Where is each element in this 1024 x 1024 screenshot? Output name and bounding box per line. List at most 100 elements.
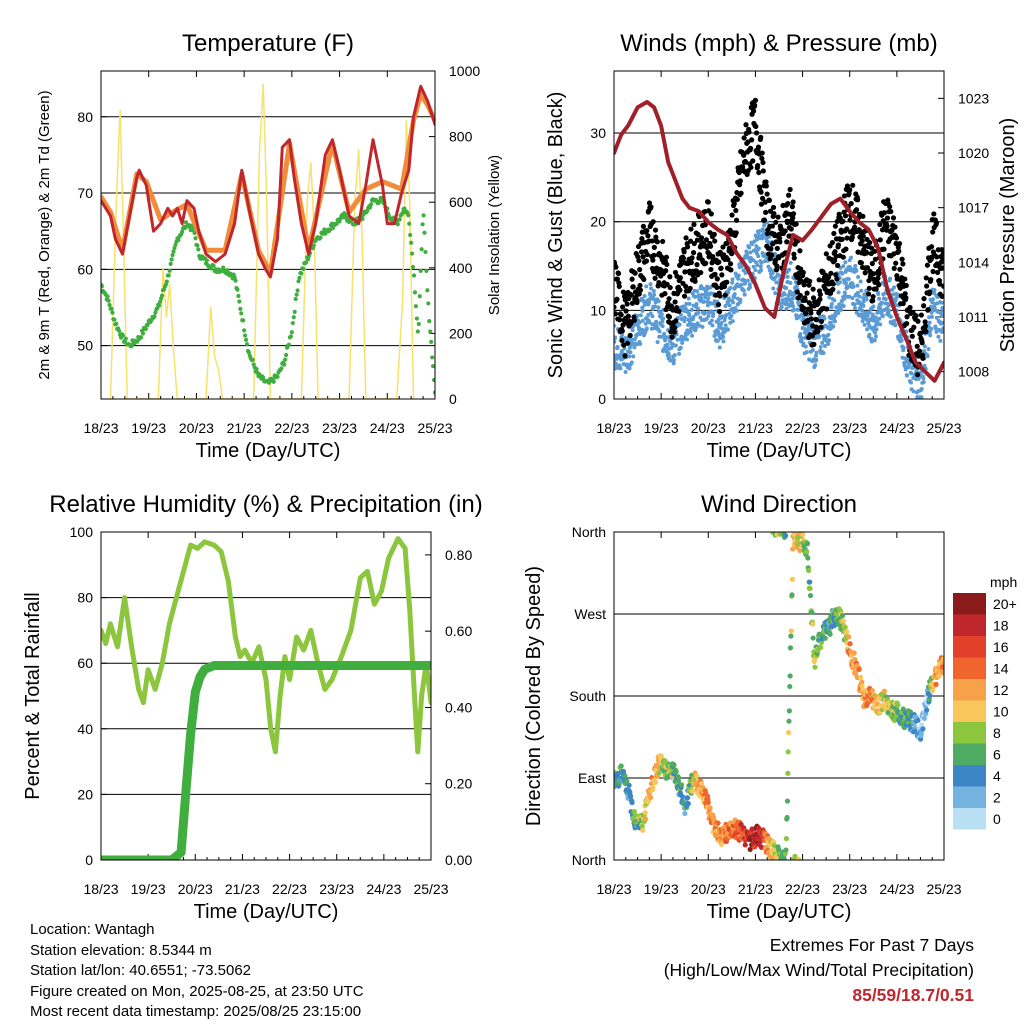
gust-point bbox=[896, 248, 902, 254]
direction-point bbox=[900, 706, 906, 712]
gust-point bbox=[698, 269, 704, 276]
direction-point bbox=[792, 853, 798, 859]
wind-point bbox=[739, 282, 744, 287]
gust-point bbox=[620, 304, 626, 310]
gust-point bbox=[813, 316, 820, 323]
direction-point bbox=[753, 836, 759, 842]
extremes-panel: Extremes For Past 7 Days (High/Low/Max W… bbox=[664, 933, 974, 1008]
wind-point bbox=[739, 264, 744, 269]
wind-point bbox=[876, 292, 881, 297]
dewpoint-point bbox=[107, 302, 112, 308]
gust-point bbox=[858, 260, 865, 266]
wind-point bbox=[829, 305, 834, 310]
direction-xtick-label: 25/23 bbox=[926, 881, 961, 897]
dewpoint-point bbox=[288, 334, 294, 339]
direction-point bbox=[847, 641, 853, 647]
gust-point bbox=[769, 252, 775, 258]
wind-point bbox=[847, 294, 852, 299]
wind-point bbox=[755, 263, 760, 268]
wind-point bbox=[801, 341, 806, 346]
gust-point bbox=[717, 308, 723, 315]
gust-point bbox=[939, 247, 944, 253]
gust-point bbox=[915, 372, 921, 378]
direction-ytick-label: South bbox=[569, 688, 606, 704]
wind-point bbox=[911, 389, 916, 394]
gust-point bbox=[690, 249, 697, 256]
wind-point bbox=[640, 305, 645, 310]
gust-point bbox=[759, 150, 765, 156]
wind-point bbox=[831, 324, 836, 329]
wind-point bbox=[730, 319, 735, 324]
wind-point bbox=[863, 310, 868, 315]
gust-point bbox=[703, 237, 710, 243]
gust-point bbox=[691, 221, 697, 228]
gust-point bbox=[711, 231, 717, 237]
gust-point bbox=[801, 305, 807, 311]
wind-point bbox=[654, 319, 659, 324]
gust-point bbox=[628, 320, 634, 327]
gust-point bbox=[816, 277, 822, 283]
gust-point bbox=[782, 228, 788, 234]
gust-point bbox=[794, 289, 800, 295]
gust-point bbox=[892, 224, 898, 230]
gust-point bbox=[884, 223, 890, 229]
direction-point bbox=[786, 708, 792, 714]
dewpoint-point bbox=[311, 243, 316, 248]
gust-point bbox=[770, 204, 777, 211]
gust-point bbox=[692, 278, 698, 284]
direction-point bbox=[671, 762, 677, 768]
wind-point bbox=[618, 366, 623, 371]
wind-point bbox=[878, 322, 883, 327]
humidity-y2tick-label: 0.40 bbox=[445, 699, 472, 715]
gust-point bbox=[784, 239, 790, 245]
dewpoint-point bbox=[153, 310, 158, 315]
dewpoint-point bbox=[408, 232, 413, 238]
gust-point bbox=[750, 158, 756, 164]
direction-point bbox=[840, 618, 846, 624]
wind-point bbox=[792, 307, 797, 312]
gust-point bbox=[911, 324, 917, 330]
dewpoint-point bbox=[424, 268, 429, 273]
wind-point bbox=[921, 380, 926, 385]
dewpoint-point bbox=[409, 240, 414, 245]
winds-xlabel: Time (Day/UTC) bbox=[707, 440, 852, 462]
temperature-xtick-label: 18/23 bbox=[83, 420, 118, 436]
wind-point bbox=[858, 279, 863, 284]
gust-point bbox=[870, 293, 876, 300]
gust-point bbox=[876, 282, 882, 288]
wind-point bbox=[655, 340, 660, 345]
direction-point bbox=[789, 576, 795, 582]
gust-point bbox=[860, 213, 866, 219]
wind-point bbox=[694, 301, 699, 306]
wind-point bbox=[642, 293, 647, 298]
gust-point bbox=[828, 270, 834, 276]
gust-point bbox=[663, 268, 669, 274]
direction-ytick-label: North bbox=[572, 852, 606, 868]
wind-point bbox=[744, 250, 749, 255]
direction-point bbox=[853, 669, 859, 675]
wind-point bbox=[615, 345, 620, 350]
extremes-title: Extremes For Past 7 Days bbox=[769, 935, 974, 955]
wind-point bbox=[691, 315, 696, 320]
direction-point bbox=[882, 705, 889, 711]
direction-point bbox=[845, 634, 852, 640]
wind-point bbox=[723, 303, 728, 308]
gust-point bbox=[922, 323, 929, 329]
dewpoint-point bbox=[159, 293, 165, 298]
gust-point bbox=[815, 329, 821, 335]
gust-point bbox=[620, 322, 626, 328]
wind-point bbox=[813, 363, 818, 368]
wind-point bbox=[874, 327, 879, 332]
wind-point bbox=[921, 376, 926, 381]
direction-point bbox=[851, 650, 857, 656]
temperature-title: Temperature (F) bbox=[182, 30, 354, 57]
dewpoint-point bbox=[117, 328, 122, 334]
gust-point bbox=[788, 226, 794, 232]
gust-point bbox=[824, 306, 830, 312]
gust-point bbox=[614, 296, 620, 302]
wind-point bbox=[841, 264, 846, 269]
gust-point bbox=[640, 223, 647, 229]
temperature-xtick-label: 19/23 bbox=[131, 420, 166, 436]
gust-point bbox=[703, 260, 709, 266]
gust-point bbox=[829, 239, 835, 246]
